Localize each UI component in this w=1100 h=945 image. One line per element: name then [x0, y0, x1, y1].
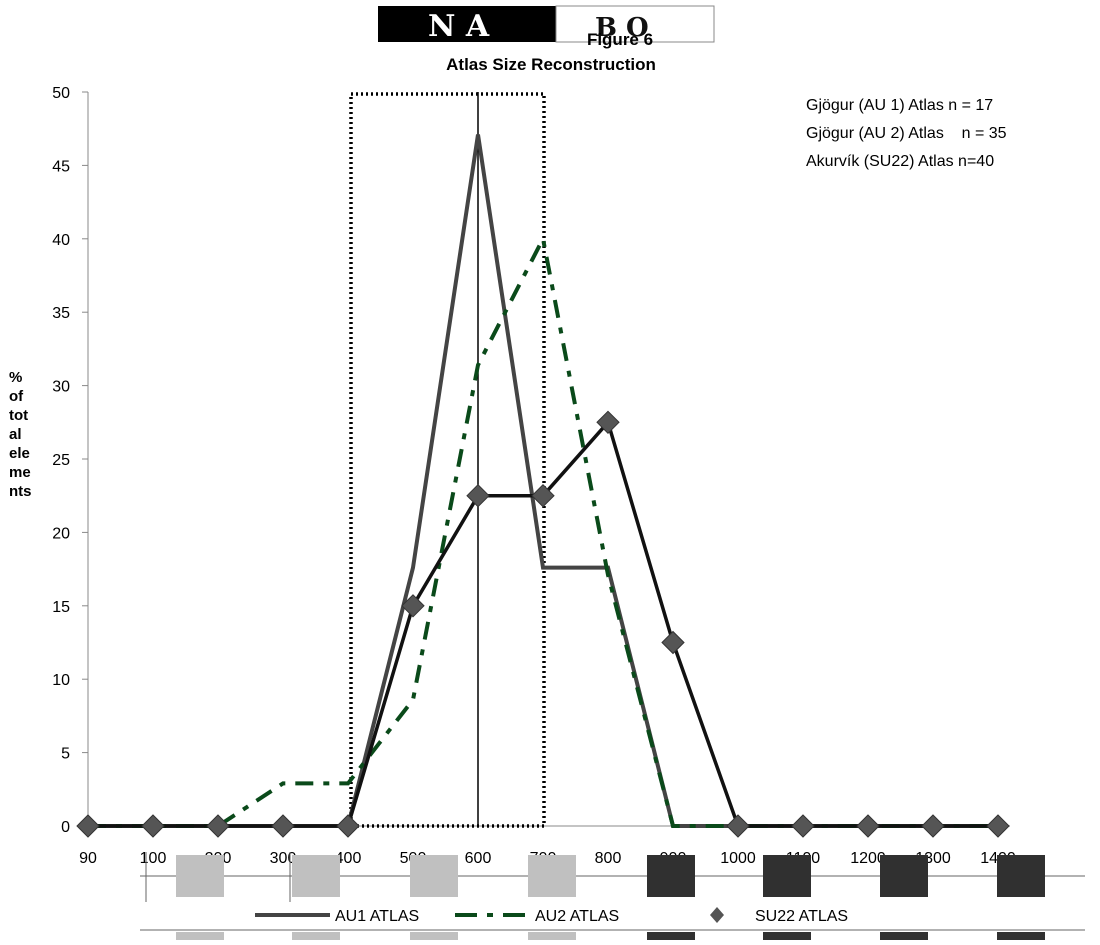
highlight-box	[349, 92, 546, 828]
legend: AU1 ATLAS AU2 ATLAS SU22 ATLAS	[255, 907, 848, 925]
y-tick-label: 45	[52, 158, 70, 175]
swatch-block-lower	[763, 932, 811, 940]
y-tick-label: 10	[52, 672, 70, 689]
y-axis-label-line: %	[9, 369, 22, 386]
swatch-block	[410, 855, 458, 897]
swatch-block	[997, 855, 1045, 897]
y-tick-label: 25	[52, 452, 70, 469]
y-axis-label-line: ele	[9, 445, 30, 462]
x-tick-label: 600	[465, 850, 492, 867]
y-tick-label: 50	[52, 85, 70, 102]
data-point-marker	[531, 483, 555, 508]
legend-label: AU2 ATLAS	[535, 908, 619, 925]
logo-light-block	[555, 5, 715, 43]
data-point-marker	[141, 814, 165, 838]
y-axis-label-line: al	[9, 426, 22, 443]
data-point-marker	[856, 814, 880, 838]
header-logo: N A B O	[378, 5, 715, 44]
chart-subtitle: Atlas Size Reconstruction	[446, 55, 656, 74]
data-point-marker	[791, 814, 815, 838]
y-tick-label: 20	[52, 525, 70, 542]
y-tick-label: 35	[52, 305, 70, 322]
x-tick-label: 100	[140, 850, 167, 867]
y-axis-label-line: nts	[9, 483, 32, 500]
axes	[87, 92, 1010, 827]
logo-left-text: N A	[428, 9, 490, 44]
swatch-block-lower	[997, 932, 1045, 940]
data-point-marker	[76, 814, 100, 838]
y-tick-label: 0	[61, 819, 70, 836]
swatch-block	[176, 855, 224, 897]
series-lines	[76, 134, 1010, 838]
legend-label: SU22 ATLAS	[755, 908, 848, 925]
swatch-block-lower	[647, 932, 695, 940]
data-point-marker	[596, 410, 620, 435]
y-tick-label: 40	[52, 232, 70, 249]
swatch-block	[528, 855, 576, 897]
logo-right-text: B O	[595, 13, 649, 43]
data-point-marker	[271, 814, 295, 838]
legend-label: AU1 ATLAS	[335, 908, 419, 925]
y-axis-label-line: of	[9, 388, 24, 405]
annotation-au1: Gjögur (AU 1) Atlas n = 17	[806, 97, 993, 114]
x-tick-label: 800	[595, 850, 622, 867]
data-point-marker	[206, 814, 230, 838]
annotation-au2: Gjögur (AU 2) Atlas n = 35	[806, 125, 1007, 142]
swatch-block-lower	[292, 932, 340, 940]
data-point-marker	[336, 814, 360, 838]
x-tick-label: 1000	[720, 850, 756, 867]
data-point-marker	[986, 814, 1010, 838]
data-point-marker	[466, 483, 490, 508]
highlight-range	[349, 92, 546, 828]
data-point-marker	[921, 814, 945, 838]
annotation-su22: Akurvík (SU22) Atlas n=40	[806, 153, 994, 170]
data-point-marker	[661, 630, 685, 655]
legend-marker-su22	[710, 907, 724, 923]
swatch-block-lower	[880, 932, 928, 940]
y-tick-label: 5	[61, 746, 70, 763]
swatch-block	[763, 855, 811, 897]
x-tick-label: 400	[335, 850, 362, 867]
x-tick-label: 1200	[850, 850, 886, 867]
data-point-marker	[726, 814, 750, 838]
y-axis-label-line: me	[9, 464, 31, 481]
swatch-rows	[140, 852, 1085, 940]
chart-title: Figure 6	[587, 30, 653, 49]
swatch-block-lower	[410, 932, 458, 940]
x-tick-label: 90	[79, 850, 97, 867]
y-tick-label: 15	[52, 599, 70, 616]
y-tick-label: 30	[52, 379, 70, 396]
swatch-block	[647, 855, 695, 897]
logo-dark-block	[378, 6, 556, 42]
swatch-block	[880, 855, 928, 897]
data-point-marker	[401, 594, 425, 618]
swatch-block	[292, 855, 340, 897]
swatch-block-lower	[528, 932, 576, 940]
swatch-block-lower	[176, 932, 224, 940]
y-axis-label: % of tot al ele me nts	[9, 369, 32, 500]
y-axis-label-line: tot	[9, 407, 28, 424]
y-tick-labels: 0 5 10 15 20 25 30 35 40 45 50	[52, 85, 88, 836]
